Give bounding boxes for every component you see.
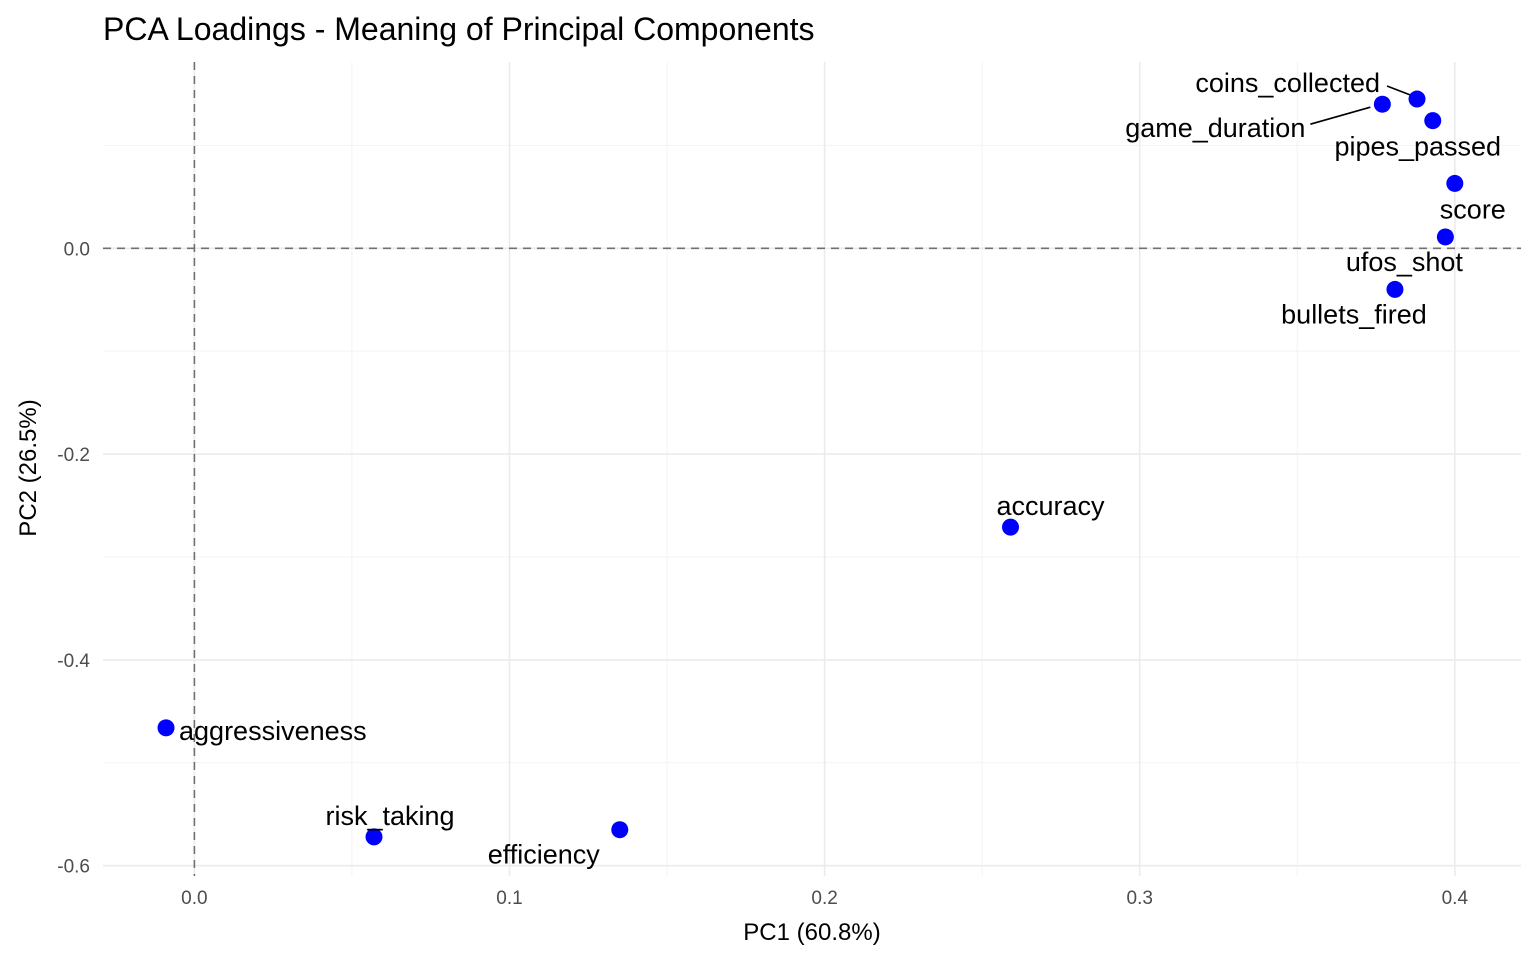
reference-lines	[103, 62, 1521, 876]
y-axis-title: PC2 (26.5%)	[15, 399, 42, 536]
x-axis-ticks: 0.0 0.1 0.2 0.3 0.4	[181, 888, 1468, 909]
label-risk-taking: risk_taking	[325, 801, 454, 831]
y-tick-label: -0.2	[57, 445, 90, 466]
x-tick-label: 0.3	[1127, 888, 1153, 909]
label-score: score	[1440, 194, 1506, 224]
point-labels: coins_collected game_duration pipes_passed…	[179, 68, 1506, 870]
x-axis-title: PC1 (60.8%)	[743, 919, 880, 946]
label-pipes-passed: pipes_passed	[1334, 132, 1501, 162]
y-tick-label: -0.6	[57, 857, 90, 878]
point-efficiency	[611, 821, 629, 839]
label-segment	[1310, 106, 1371, 125]
x-tick-label: 0.0	[181, 888, 207, 909]
y-tick-label: -0.4	[57, 651, 90, 672]
y-tick-label: 0.0	[64, 239, 90, 260]
label-segments	[367, 85, 1414, 833]
x-tick-label: 0.2	[811, 888, 837, 909]
label-segment	[1386, 85, 1414, 97]
x-tick-label: 0.4	[1442, 888, 1469, 909]
grid	[103, 62, 1521, 876]
point-bullets-fired	[1386, 280, 1404, 298]
point-coins-collected	[1408, 90, 1426, 108]
chart-title: PCA Loadings - Meaning of Principal Comp…	[103, 11, 815, 47]
point-game-duration	[1373, 95, 1391, 113]
point-aggressiveness	[157, 719, 175, 737]
point-accuracy	[1002, 518, 1020, 536]
label-efficiency: efficiency	[488, 840, 601, 870]
points	[157, 90, 1464, 846]
label-aggressiveness: aggressiveness	[179, 716, 367, 746]
x-tick-label: 0.1	[496, 888, 522, 909]
label-ufos-shot: ufos_shot	[1346, 247, 1464, 277]
label-coins-collected: coins_collected	[1195, 68, 1380, 98]
label-game-duration: game_duration	[1125, 113, 1305, 143]
point-risk-taking	[365, 828, 383, 846]
y-axis-ticks: 0.0 -0.2 -0.4 -0.6	[57, 239, 90, 877]
label-bullets-fired: bullets_fired	[1281, 299, 1427, 329]
point-ufos-shot	[1436, 228, 1454, 246]
point-pipes-passed	[1424, 112, 1442, 130]
label-accuracy: accuracy	[996, 491, 1105, 521]
point-score	[1446, 174, 1464, 192]
